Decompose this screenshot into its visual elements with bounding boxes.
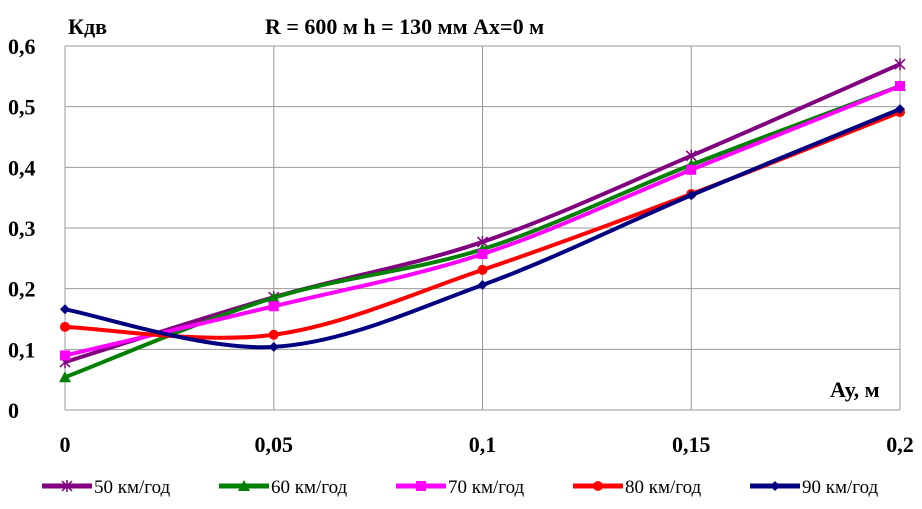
marker-diamond <box>770 481 780 491</box>
legend-item: 80 км/год <box>573 477 702 498</box>
marker-square <box>268 301 279 312</box>
marker-circle <box>477 264 488 275</box>
marker-star <box>894 58 906 71</box>
chart-title: R = 600 м h = 130 мм Ах=0 м <box>265 14 544 39</box>
marker-square <box>686 164 697 175</box>
marker-diamond <box>686 190 697 201</box>
marker-square <box>60 350 70 361</box>
x-axis-label: Ау, м <box>830 377 880 402</box>
x-tick-label: 0,1 <box>469 432 497 457</box>
marker-circle <box>268 329 279 340</box>
y-tick-label: 0,5 <box>8 95 36 120</box>
y-tick-label: 0,2 <box>8 277 36 302</box>
legend-item: 70 км/год <box>396 477 525 498</box>
y-tick-label: 0,1 <box>8 337 36 362</box>
y-tick-label: 0,6 <box>8 34 36 59</box>
x-tick-label: 0,2 <box>886 432 914 457</box>
marker-circle <box>593 481 603 491</box>
marker-diamond <box>60 304 70 315</box>
marker-diamond <box>477 280 488 291</box>
legend-item: 90 км/год <box>750 477 879 498</box>
legend-label: 60 км/год <box>271 477 348 498</box>
legend-item: 60 км/год <box>219 477 348 498</box>
marker-diamond <box>895 104 905 115</box>
legend-label: 80 км/год <box>625 477 702 498</box>
y-tick-label: 0,4 <box>8 155 36 180</box>
marker-square <box>477 249 488 260</box>
legend-item: 50 км/год <box>42 477 171 498</box>
marker-triangle <box>59 371 71 383</box>
series-90 <box>60 104 905 352</box>
x-tick-label: 0 <box>60 432 71 457</box>
x-tick-label: 0,15 <box>672 432 711 457</box>
marker-star <box>61 480 73 492</box>
legend-label: 50 км/год <box>94 477 171 498</box>
x-tick-label: 0,05 <box>255 432 294 457</box>
marker-square <box>416 481 426 491</box>
marker-triangle <box>267 291 280 303</box>
y-axis-label: Кдв <box>68 14 107 39</box>
y-tick-label: 0 <box>8 398 19 423</box>
legend-label: 70 км/год <box>448 477 525 498</box>
marker-square <box>895 81 905 92</box>
series-70 <box>60 81 905 361</box>
marker-diamond <box>268 341 279 352</box>
marker-circle <box>60 321 70 332</box>
marker-triangle <box>238 480 250 491</box>
y-tick-label: 0,3 <box>8 216 36 241</box>
legend-label: 90 км/год <box>802 477 879 498</box>
